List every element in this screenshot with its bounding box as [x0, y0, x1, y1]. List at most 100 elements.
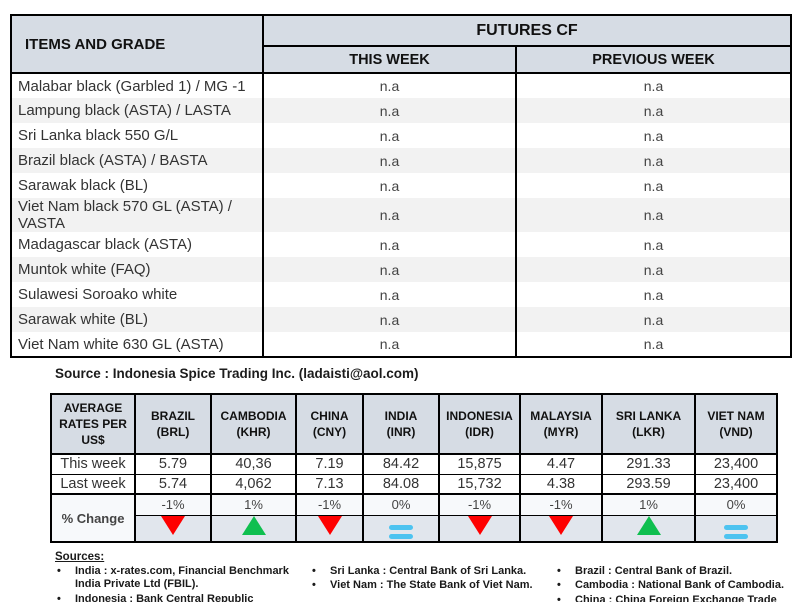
currency-code: (VND) — [719, 425, 753, 439]
trend-icon — [389, 525, 413, 540]
previous-week-value: n.a — [514, 198, 793, 232]
rate-value: 7.13 — [295, 473, 364, 495]
sources-columns: India : x-rates.com, Financial Benchmark… — [45, 565, 800, 602]
rate-value: 23,400 — [694, 453, 778, 475]
previous-week-value: n.a — [514, 307, 793, 332]
currency-code: (KHR) — [236, 425, 271, 439]
previous-week-column-header: PREVIOUS WEEK — [514, 45, 793, 74]
rate-value: 5.74 — [134, 473, 212, 495]
item-name: Lampung black (ASTA) / LASTA — [10, 98, 264, 123]
percent-change-value: 0% — [362, 493, 440, 516]
item-name: Malabar black (Garbled 1) / MG -1 — [10, 73, 264, 98]
rate-value: 4,062 — [210, 473, 297, 495]
this-week-column-header: THIS WEEK — [262, 45, 517, 74]
futures-table: ITEMS AND GRADE FUTURES CF THIS WEEK PRE… — [10, 14, 793, 358]
sources-column-1: India : x-rates.com, Financial Benchmark… — [45, 565, 300, 602]
table-row: Lampung black (ASTA) / LASTA n.a n.a — [10, 98, 793, 123]
this-week-value: n.a — [262, 282, 517, 307]
item-name: Sarawak black (BL) — [10, 173, 264, 198]
table-row: Malabar black (Garbled 1) / MG -1 n.a n.a — [10, 73, 793, 98]
table-row: Muntok white (FAQ) n.a n.a — [10, 257, 793, 282]
table-row: Viet Nam white 630 GL (ASTA) n.a n.a — [10, 332, 793, 357]
source-item: Viet Nam : The State Bank of Viet Nam. — [300, 579, 545, 593]
rate-value: 23,400 — [694, 473, 778, 495]
sources-column-3: Brazil : Central Bank of Brazil. Cambodi… — [545, 565, 795, 602]
rate-value: 15,732 — [438, 473, 521, 495]
country-name: VIET NAM — [707, 408, 765, 423]
currency-code: (IDR) — [465, 425, 494, 439]
source-item: China : China Foreign Exchange Trade Sys… — [545, 594, 795, 602]
row-label: Last week — [50, 473, 136, 495]
items-and-grade-header: ITEMS AND GRADE — [10, 14, 264, 74]
country-header-cambodia: CAMBODIA (KHR) — [210, 393, 297, 455]
source-item: India : x-rates.com, Financial Benchmark… — [45, 565, 300, 592]
this-week-value: n.a — [262, 73, 517, 98]
this-week-value: n.a — [262, 198, 517, 232]
this-week-value: n.a — [262, 332, 517, 357]
rate-value: 84.42 — [362, 453, 440, 475]
currency-code: (BRL) — [156, 425, 190, 439]
rate-value: 291.33 — [601, 453, 696, 475]
country-header-viet-nam: VIET NAM (VND) — [694, 393, 778, 455]
table-row: Sri Lanka black 550 G/L n.a n.a — [10, 123, 793, 148]
country-name: CHINA — [310, 408, 349, 423]
rate-value: 84.08 — [362, 473, 440, 495]
country-header-india: INDIA (INR) — [362, 393, 440, 455]
previous-week-value: n.a — [514, 332, 793, 357]
country-header-malaysia: MALAYSIA (MYR) — [519, 393, 603, 455]
this-week-row: This week 5.79 40,36 7.19 84.42 15,875 4… — [50, 453, 778, 475]
country-name: BRAZIL — [151, 408, 195, 423]
this-week-value: n.a — [262, 98, 517, 123]
percent-change-value: -1% — [519, 493, 603, 516]
table-row: Sarawak black (BL) n.a n.a — [10, 173, 793, 198]
item-name: Brazil black (ASTA) / BASTA — [10, 148, 264, 173]
percent-change-value: 1% — [601, 493, 696, 516]
previous-week-value: n.a — [514, 257, 793, 282]
trend-icon — [636, 516, 661, 536]
table-row: Sarawak white (BL) n.a n.a — [10, 307, 793, 332]
currency-code: (INR) — [386, 425, 416, 439]
item-name: Sri Lanka black 550 G/L — [10, 123, 264, 148]
futures-header-row-1: ITEMS AND GRADE FUTURES CF — [10, 14, 793, 74]
trend-icon — [317, 516, 342, 536]
percent-change-value: -1% — [295, 493, 364, 516]
sources-section: Sources: India : x-rates.com, Financial … — [45, 551, 800, 602]
item-name: Madagascar black (ASTA) — [10, 232, 264, 257]
futures-cf-header: FUTURES CF — [261, 14, 793, 47]
source-item: Cambodia : National Bank of Cambodia. — [545, 579, 795, 593]
sources-column-2: Sri Lanka : Central Bank of Sri Lanka. V… — [300, 565, 545, 602]
rate-value: 5.79 — [134, 453, 212, 475]
rate-value: 7.19 — [295, 453, 364, 475]
this-week-value: n.a — [262, 148, 517, 173]
percent-change-value: 0% — [694, 493, 778, 516]
source-item: Brazil : Central Bank of Brazil. — [545, 565, 795, 579]
trend-icon — [724, 525, 748, 540]
previous-week-value: n.a — [514, 148, 793, 173]
rate-value: 40,36 — [210, 453, 297, 475]
source-attribution: Source : Indonesia Spice Trading Inc. (l… — [55, 366, 419, 381]
country-name: INDIA — [384, 408, 418, 423]
previous-week-value: n.a — [514, 98, 793, 123]
item-name: Sulawesi Soroako white — [10, 282, 264, 307]
rate-value: 15,875 — [438, 453, 521, 475]
average-rates-header: AVERAGE RATES PER US$ — [50, 393, 136, 455]
currency-code: (LKR) — [632, 425, 665, 439]
rate-value: 4.38 — [519, 473, 603, 495]
percent-change-value: -1% — [134, 493, 212, 516]
table-row: Viet Nam black 570 GL (ASTA) / VASTA n.a n… — [10, 198, 793, 232]
trend-icon-row — [51, 514, 778, 543]
country-header-brazil: BRAZIL (BRL) — [134, 393, 212, 455]
this-week-value: n.a — [262, 232, 517, 257]
country-name: MALAYSIA — [530, 408, 592, 423]
trend-icon — [161, 516, 185, 536]
this-week-value: n.a — [262, 307, 517, 332]
previous-week-value: n.a — [514, 173, 793, 198]
percent-change-value: -1% — [438, 493, 521, 516]
country-name: SRI LANKA — [615, 408, 682, 423]
table-row: Sulawesi Soroako white n.a n.a — [10, 282, 793, 307]
table-row: Brazil black (ASTA) / BASTA n.a n.a — [10, 148, 793, 173]
item-name: Muntok white (FAQ) — [10, 257, 264, 282]
row-label: % Change — [50, 493, 136, 543]
currency-code: (MYR) — [543, 425, 579, 439]
trend-icon — [467, 516, 492, 536]
